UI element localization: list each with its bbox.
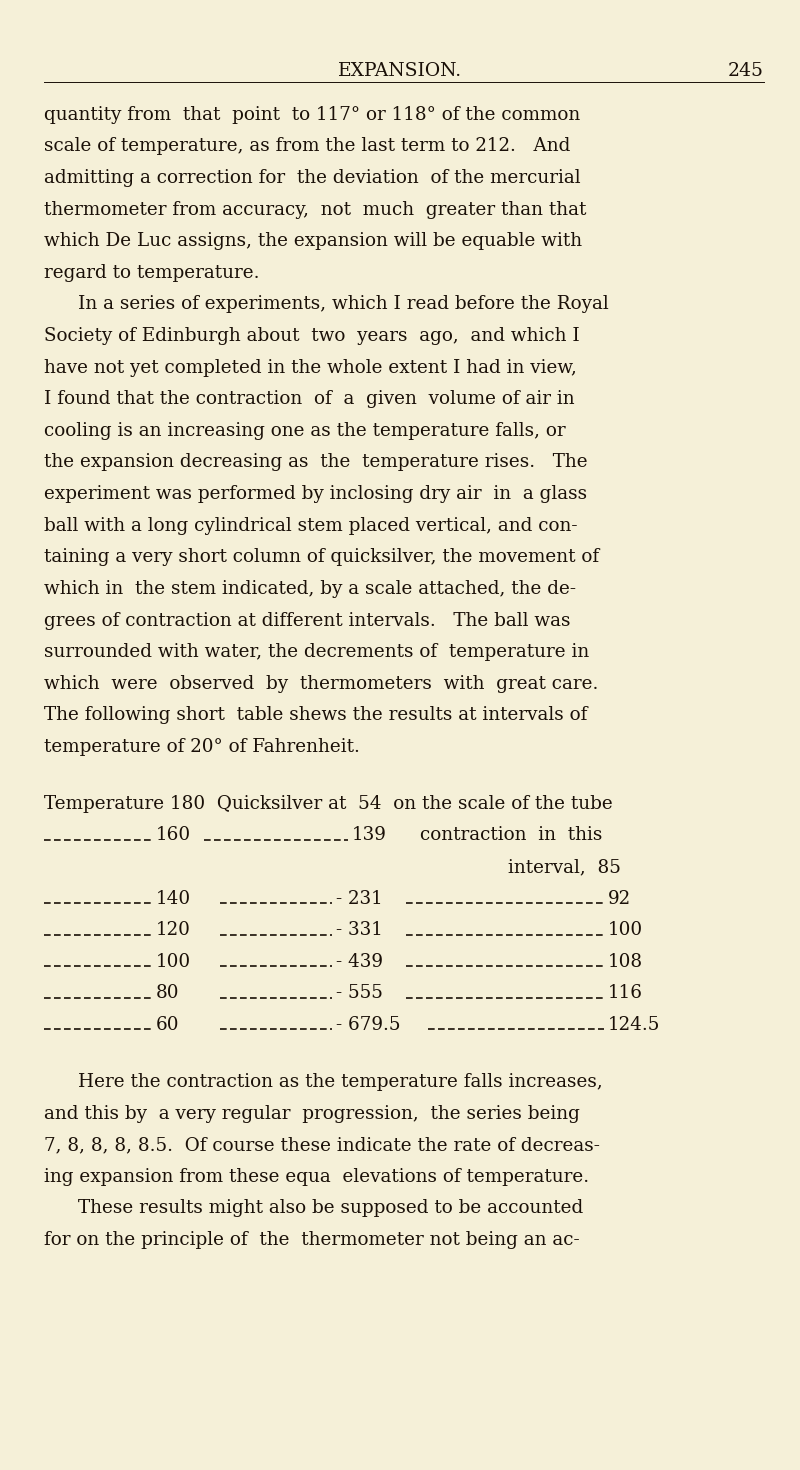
Text: the expansion decreasing as  the  temperature rises.   The: the expansion decreasing as the temperat… [44,453,588,472]
Text: ing expansion from these equa  elevations of temperature.: ing expansion from these equa elevations… [44,1167,589,1186]
Text: - 679.5: - 679.5 [336,1016,401,1033]
Text: 60: 60 [156,1016,179,1033]
Text: 100: 100 [608,922,643,939]
Text: - 555: - 555 [336,985,383,1003]
Text: interval,  85: interval, 85 [508,858,621,876]
Text: admitting a correction for  the deviation  of the mercurial: admitting a correction for the deviation… [44,169,581,187]
Text: The following short  table shews the results at intervals of: The following short table shews the resu… [44,706,587,725]
Text: and this by  a very regular  progression,  the series being: and this by a very regular progression, … [44,1104,580,1123]
Text: ball with a long cylindrical stem placed vertical, and con-: ball with a long cylindrical stem placed… [44,516,578,535]
Text: which in  the stem indicated, by a scale attached, the de-: which in the stem indicated, by a scale … [44,579,576,598]
Text: temperature of 20° of Fahrenheit.: temperature of 20° of Fahrenheit. [44,738,360,756]
Text: 120: 120 [156,922,191,939]
Text: I found that the contraction  of  a  given  volume of air in: I found that the contraction of a given … [44,390,574,409]
Text: Society of Edinburgh about  two  years  ago,  and which I: Society of Edinburgh about two years ago… [44,326,580,345]
Text: 124.5: 124.5 [608,1016,660,1033]
Text: 140: 140 [156,889,191,907]
Text: scale of temperature, as from the last term to 212.   And: scale of temperature, as from the last t… [44,138,570,156]
Text: grees of contraction at different intervals.   The ball was: grees of contraction at different interv… [44,612,570,629]
Text: These results might also be supposed to be accounted: These results might also be supposed to … [78,1200,583,1217]
Text: - 231: - 231 [336,889,382,907]
Text: contraction  in  this: contraction in this [420,826,602,844]
Text: 7, 8, 8, 8, 8.5.  Of course these indicate the rate of decreas-: 7, 8, 8, 8, 8.5. Of course these indicat… [44,1136,600,1154]
Text: quantity from  that  point  to 117° or 118° of the common: quantity from that point to 117° or 118°… [44,106,580,123]
Text: experiment was performed by inclosing dry air  in  a glass: experiment was performed by inclosing dr… [44,485,587,503]
Text: 92: 92 [608,889,631,907]
Text: 245: 245 [728,62,764,79]
Text: surrounded with water, the decrements of  temperature in: surrounded with water, the decrements of… [44,642,590,662]
Text: taining a very short column of quicksilver, the movement of: taining a very short column of quicksilv… [44,548,599,566]
Text: 108: 108 [608,953,643,970]
Text: which  were  observed  by  thermometers  with  great care.: which were observed by thermometers with… [44,675,598,692]
Text: regard to temperature.: regard to temperature. [44,263,259,282]
Text: - 439: - 439 [336,953,383,970]
Text: which De Luc assigns, the expansion will be equable with: which De Luc assigns, the expansion will… [44,232,582,250]
Text: cooling is an increasing one as the temperature falls, or: cooling is an increasing one as the temp… [44,422,566,440]
Text: - 331: - 331 [336,922,383,939]
Text: In a series of experiments, which I read before the Royal: In a series of experiments, which I read… [78,295,608,313]
Text: for on the principle of  the  thermometer not being an ac-: for on the principle of the thermometer … [44,1230,580,1250]
Text: have not yet completed in the whole extent I had in view,: have not yet completed in the whole exte… [44,359,577,376]
Text: 160: 160 [156,826,191,844]
Text: 116: 116 [608,985,643,1003]
Text: EXPANSION.: EXPANSION. [338,62,462,79]
Text: 100: 100 [156,953,191,970]
Text: 80: 80 [156,985,179,1003]
Text: Temperature 180  Quicksilver at  54  on the scale of the tube: Temperature 180 Quicksilver at 54 on the… [44,795,613,813]
Text: thermometer from accuracy,  not  much  greater than that: thermometer from accuracy, not much grea… [44,200,586,219]
Text: Here the contraction as the temperature falls increases,: Here the contraction as the temperature … [78,1073,602,1091]
Text: 139: 139 [352,826,387,844]
